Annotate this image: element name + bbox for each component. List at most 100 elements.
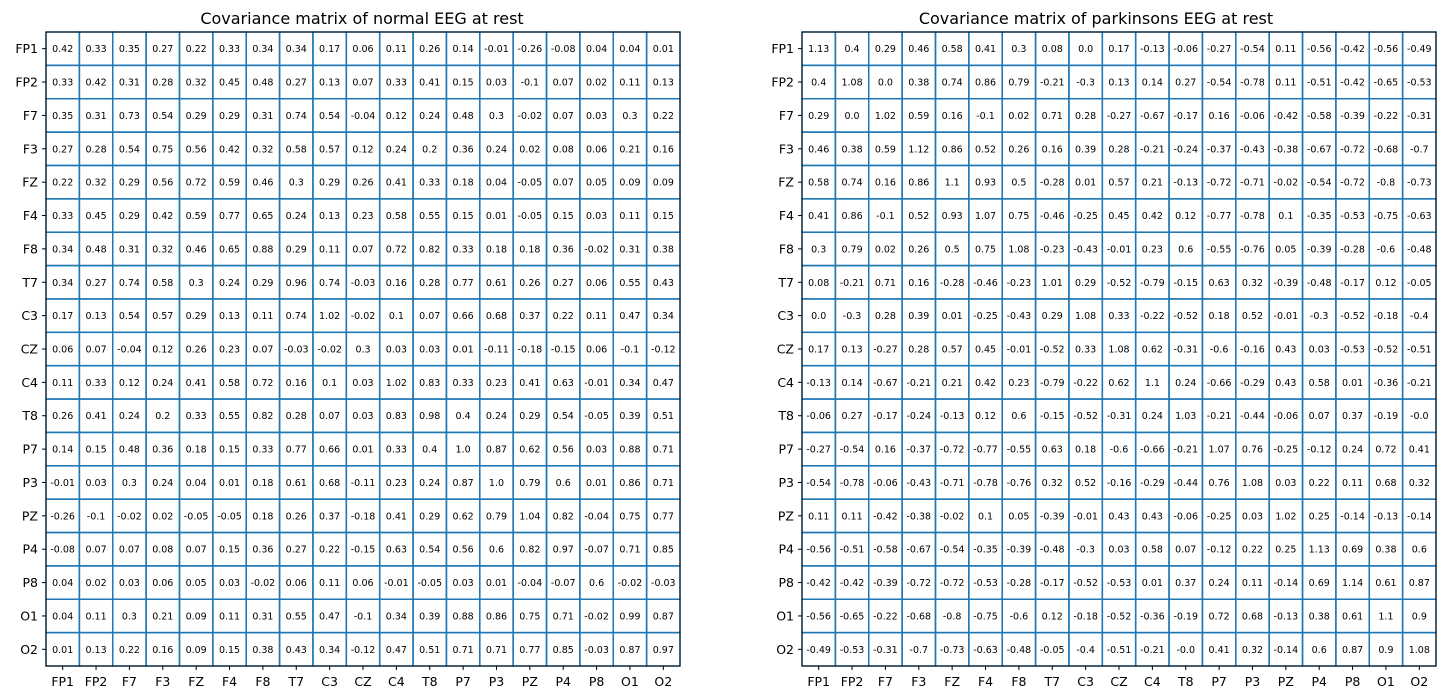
cell-value: 0.42 xyxy=(1142,211,1163,222)
cell-value: -0.05 xyxy=(417,578,442,589)
cell-value: 0.6 xyxy=(556,478,571,489)
cell-value: 1.0 xyxy=(489,478,504,489)
cell-value: 0.07 xyxy=(252,345,273,356)
cell-value: 0.38 xyxy=(252,645,273,656)
cell-value: -0.06 xyxy=(1173,44,1198,55)
cell-value: 0.54 xyxy=(119,144,140,155)
cell-value: 0.57 xyxy=(319,144,340,155)
cell-value: 0.54 xyxy=(152,111,173,122)
cell-value: 0.21 xyxy=(942,378,963,389)
y-tick-label: FZ xyxy=(778,175,794,190)
cell-value: -0.15 xyxy=(551,345,576,356)
cell-value: 0.1 xyxy=(389,311,404,322)
cell-value: 0.56 xyxy=(453,545,474,556)
cell-value: 0.25 xyxy=(1275,545,1296,556)
cell-value: -0.52 xyxy=(1040,345,1065,356)
cell-value: 0.3 xyxy=(1011,44,1026,55)
cell-value: -0.42 xyxy=(1340,78,1365,89)
cell-value: 0.33 xyxy=(85,44,106,55)
cell-value: 0.51 xyxy=(419,645,440,656)
cell-value: 0.58 xyxy=(1142,545,1163,556)
cell-value: -0.38 xyxy=(1274,144,1299,155)
cell-value: 0.07 xyxy=(352,244,373,255)
cell-value: -0.17 xyxy=(1173,111,1198,122)
cell-value: -0.3 xyxy=(1076,545,1095,556)
cell-value: 0.17 xyxy=(1108,44,1129,55)
cell-value: 0.72 xyxy=(252,378,273,389)
cell-value: -0.42 xyxy=(873,511,898,522)
cell-value: -0.28 xyxy=(1007,578,1032,589)
cell-value: -0.25 xyxy=(973,311,998,322)
cell-value: 0.01 xyxy=(1142,578,1163,589)
cell-value: -0.21 xyxy=(906,378,931,389)
cell-value: 0.07 xyxy=(85,345,106,356)
cell-value: -0.17 xyxy=(873,411,898,422)
cell-value: 0.04 xyxy=(52,578,73,589)
chart-title-parkinsons: Covariance matrix of parkinsons EEG at r… xyxy=(919,9,1273,28)
cell-value: 0.24 xyxy=(152,378,173,389)
cell-value: -0.39 xyxy=(1007,545,1032,556)
cell-value: 0.07 xyxy=(119,545,140,556)
cell-value: -0.04 xyxy=(351,111,376,122)
cell-value: -0.48 xyxy=(1307,278,1332,289)
cell-value: 0.24 xyxy=(1209,578,1230,589)
cell-value: 0.03 xyxy=(586,111,607,122)
cell-value: 0.3 xyxy=(189,278,204,289)
cell-value: 0.41 xyxy=(519,378,540,389)
cell-value: 0.12 xyxy=(1175,211,1196,222)
cell-value: 0.04 xyxy=(586,44,607,55)
cell-value: -0.28 xyxy=(940,278,965,289)
cell-value: 0.56 xyxy=(152,178,173,189)
cell-value: 0.3 xyxy=(355,345,370,356)
cell-value: 0.43 xyxy=(1142,511,1163,522)
cell-value: 0.72 xyxy=(386,244,407,255)
cell-value: 0.86 xyxy=(908,178,929,189)
cell-value: -0.06 xyxy=(1274,411,1299,422)
cell-value: -0.1 xyxy=(87,511,106,522)
cell-value: 0.07 xyxy=(319,411,340,422)
y-tick-label: F8 xyxy=(779,241,794,256)
cell-value: -0.52 xyxy=(1107,611,1132,622)
cell-value: -0.1 xyxy=(876,211,895,222)
cell-value: -0.03 xyxy=(284,345,309,356)
cell-value: 0.12 xyxy=(1375,278,1396,289)
cell-value: -0.49 xyxy=(1407,44,1432,55)
cell-value: -0.78 xyxy=(840,478,865,489)
cell-value: 0.15 xyxy=(453,211,474,222)
cell-value: 0.24 xyxy=(152,478,173,489)
cell-value: 0.26 xyxy=(286,511,307,522)
cell-value: 1.02 xyxy=(1275,511,1296,522)
cell-value: 0.04 xyxy=(186,478,207,489)
cell-value: 0.41 xyxy=(186,378,207,389)
cell-value: 0.23 xyxy=(1008,378,1029,389)
cell-value: 0.12 xyxy=(152,345,173,356)
cell-value: 0.54 xyxy=(119,311,140,322)
cell-value: 0.5 xyxy=(945,244,960,255)
cell-value: -0.21 xyxy=(1140,645,1165,656)
cell-value: -0.52 xyxy=(1073,578,1098,589)
cell-value: 0.05 xyxy=(586,178,607,189)
cell-value: 0.35 xyxy=(119,44,140,55)
cell-value: -0.21 xyxy=(840,278,865,289)
x-tick-label: P4 xyxy=(555,674,571,689)
cell-value: 0.76 xyxy=(1209,478,1230,489)
cell-value: 0.87 xyxy=(453,478,474,489)
cell-value: 0.03 xyxy=(119,578,140,589)
x-tick-label: T7 xyxy=(287,674,304,689)
cell-value: -0.53 xyxy=(1407,78,1432,89)
cell-value: 0.23 xyxy=(486,378,507,389)
cell-value: 0.71 xyxy=(653,478,674,489)
heatmap-normal: Covariance matrix of normal EEG at rest … xyxy=(15,9,681,689)
cell-value: 0.02 xyxy=(1008,111,1029,122)
cell-value: -0.79 xyxy=(1040,378,1065,389)
y-tick-label: P4 xyxy=(23,542,39,557)
cell-value: 0.03 xyxy=(352,378,373,389)
cell-value: -0.02 xyxy=(117,511,142,522)
x-tick-label: F4 xyxy=(222,674,237,689)
x-tick-label: C4 xyxy=(1144,674,1161,689)
cell-value: -0.36 xyxy=(1374,378,1399,389)
cell-value: 0.14 xyxy=(453,44,474,55)
x-tick-label: O1 xyxy=(1377,674,1395,689)
cell-value: -0.04 xyxy=(518,578,543,589)
cell-value: -0.05 xyxy=(1407,278,1432,289)
